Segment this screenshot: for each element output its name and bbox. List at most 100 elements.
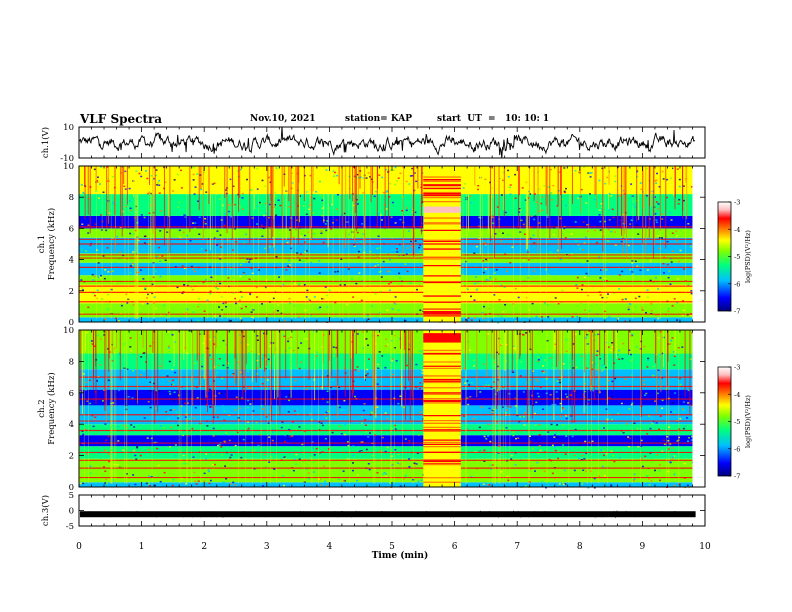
spectral-speckle	[283, 335, 286, 337]
spectral-speckle	[140, 175, 143, 178]
spectral-speckle	[675, 230, 678, 232]
spectral-speckle	[667, 304, 670, 307]
spectral-speckle	[105, 439, 108, 441]
spectral-speckle	[584, 276, 586, 278]
spectral-band	[79, 458, 693, 483]
spectral-speckle	[676, 231, 679, 234]
spectral-speckle	[337, 404, 340, 407]
spectral-speckle	[419, 382, 422, 384]
spectral-speckle	[537, 356, 540, 358]
spectral-speckle	[256, 359, 259, 362]
spectral-speckle	[261, 382, 264, 385]
spectral-speckle	[675, 240, 678, 242]
spectral-speckle	[478, 426, 481, 429]
spectral-speckle	[153, 382, 156, 385]
spectral-speckle	[507, 176, 510, 178]
spectral-speckle	[113, 203, 116, 206]
spectral-speckle	[511, 246, 514, 248]
spectral-speckle	[230, 319, 232, 322]
spectral-speckle	[588, 399, 590, 401]
spectral-speckle	[249, 387, 252, 389]
spectral-speckle	[603, 454, 605, 457]
spectral-speckle	[105, 478, 108, 480]
spectral-speckle	[342, 480, 345, 482]
spectral-speckle	[282, 456, 285, 459]
spectral-speckle	[643, 383, 646, 386]
x-tick-label: 6	[452, 542, 458, 552]
spectral-speckle	[134, 279, 137, 281]
spectral-speckle	[324, 223, 327, 225]
spectral-speckle	[111, 404, 114, 407]
spectral-speckle	[671, 232, 674, 234]
spectral-speckle	[583, 309, 586, 311]
spectral-speckle	[387, 347, 390, 350]
spectral-speckle	[588, 454, 591, 456]
spectral-speckle	[655, 219, 658, 221]
spectral-speckle	[104, 269, 107, 271]
spectral-speckle	[601, 233, 604, 235]
spectral-speckle	[619, 194, 622, 197]
spectral-speckle	[601, 269, 604, 271]
spectral-speckle	[578, 374, 581, 376]
spectral-speckle	[195, 483, 198, 485]
spectral-speckle	[380, 276, 383, 278]
spectral-speckle	[263, 214, 265, 217]
spectral-speckle	[136, 236, 139, 238]
spectral-speckle	[346, 458, 349, 460]
spectral-speckle	[640, 276, 643, 278]
spectral-speckle	[368, 468, 371, 471]
spectral-speckle	[679, 395, 682, 398]
spectral-speckle	[547, 335, 550, 337]
spectral-speckle	[655, 221, 658, 224]
spectral-speckle	[681, 408, 684, 410]
spectral-speckle	[661, 450, 664, 452]
spectral-speckle	[518, 211, 521, 213]
spectral-speckle	[220, 233, 223, 235]
spectral-speckle	[536, 392, 539, 395]
spectral-speckle	[630, 219, 633, 221]
spectral-speckle	[663, 242, 665, 244]
spectral-speckle	[420, 479, 423, 481]
spectral-speckle	[283, 319, 286, 322]
spectral-speckle	[245, 233, 248, 236]
spectral-speckle	[469, 202, 472, 204]
spectral-speckle	[477, 188, 479, 191]
spectral-speckle	[113, 463, 116, 466]
spectral-speckle	[654, 277, 657, 279]
spectral-speckle	[671, 457, 674, 460]
spectral-speckle	[522, 391, 525, 393]
spectral-speckle	[504, 479, 507, 482]
spectral-speckle	[228, 421, 231, 423]
spectral-speckle	[205, 410, 208, 412]
spectral-speckle	[155, 255, 158, 258]
spectral-speckle	[638, 295, 641, 298]
spectral-speckle	[565, 338, 568, 341]
spectral-speckle	[286, 347, 289, 349]
spectral-speckle	[360, 450, 363, 452]
spectral-speckle	[351, 341, 353, 343]
spectral-speckle	[547, 274, 550, 276]
spectral-speckle	[576, 315, 579, 318]
spectral-speckle	[275, 195, 278, 198]
spectral-speckle	[415, 463, 418, 465]
spectral-speckle	[149, 390, 152, 392]
spectral-speckle	[647, 357, 650, 360]
spectral-speckle	[646, 289, 649, 291]
spectral-speckle	[629, 268, 631, 271]
spectral-speckle	[309, 457, 312, 459]
spectral-speckle	[522, 259, 525, 262]
spectral-speckle	[500, 471, 503, 473]
spectral-speckle	[102, 191, 105, 193]
spectral-speckle	[562, 424, 565, 426]
spectral-speckle	[319, 180, 321, 183]
spectral-speckle	[264, 287, 267, 289]
spectral-speckle	[280, 426, 283, 429]
spectral-speckle	[289, 227, 292, 229]
spectral-speckle	[663, 272, 665, 274]
spectral-speckle	[386, 446, 389, 449]
spectral-speckle	[577, 180, 580, 182]
spectral-speckle	[271, 475, 274, 477]
spectral-speckle	[500, 343, 503, 346]
spectral-speckle	[646, 259, 649, 262]
spectral-speckle	[81, 225, 84, 227]
